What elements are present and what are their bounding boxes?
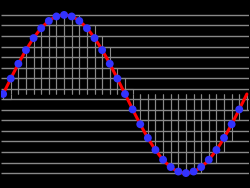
Point	[230, 123, 234, 126]
Point	[237, 108, 241, 111]
Point	[116, 77, 119, 80]
Point	[108, 62, 112, 65]
Point	[176, 170, 180, 173]
Point	[154, 148, 158, 151]
Point	[192, 170, 196, 173]
Point	[77, 19, 81, 22]
Point	[24, 49, 28, 52]
Point	[70, 15, 74, 18]
Point	[214, 148, 218, 151]
Point	[32, 37, 36, 40]
Point	[130, 108, 134, 111]
Point	[85, 27, 89, 30]
Point	[146, 136, 150, 139]
Point	[169, 166, 173, 169]
Point	[39, 27, 43, 30]
Point	[92, 37, 96, 40]
Point	[207, 158, 211, 161]
Point	[199, 166, 203, 169]
Point	[123, 92, 127, 96]
Point	[138, 123, 142, 126]
Point	[16, 62, 20, 65]
Point	[1, 92, 5, 96]
Point	[47, 19, 51, 22]
Point	[9, 77, 13, 80]
Point	[54, 15, 58, 18]
Point	[62, 13, 66, 16]
Point	[184, 172, 188, 175]
Point	[161, 158, 165, 161]
Point	[100, 49, 104, 52]
Point	[222, 136, 226, 139]
